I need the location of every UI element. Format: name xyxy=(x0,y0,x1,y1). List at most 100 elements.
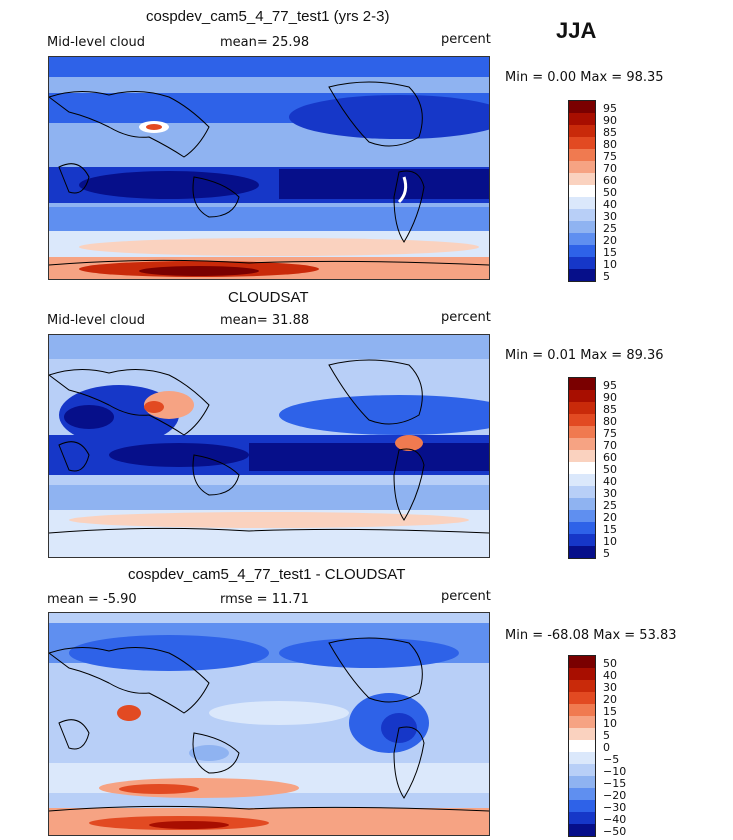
colorbar-tick: 95 xyxy=(603,379,617,392)
colorbar-swatch xyxy=(569,257,595,269)
colorbar-tick: 85 xyxy=(603,403,617,416)
colorbar-tick: 10 xyxy=(603,258,617,271)
colorbar-swatch xyxy=(569,137,595,149)
panel2-variable-label: Mid-level cloud xyxy=(47,313,146,328)
panel1-variable-label: Mid-level cloud xyxy=(47,35,146,50)
colorbar-swatch xyxy=(569,704,595,716)
panel1-title: cospdev_cam5_4_77_test1 (yrs 2-3) xyxy=(146,8,390,25)
colorbar-swatch xyxy=(569,438,595,450)
colorbar-swatch xyxy=(569,185,595,197)
colorbar-swatch xyxy=(569,233,595,245)
panel2-units-label: percent xyxy=(441,310,491,325)
colorbar-swatch xyxy=(569,450,595,462)
colorbar-swatch xyxy=(569,245,595,257)
colorbar-swatch xyxy=(569,788,595,800)
colorbar-tick: 75 xyxy=(603,150,617,163)
colorbar-tick: 60 xyxy=(603,451,617,464)
colorbar-tick: 20 xyxy=(603,234,617,247)
colorbar-swatch xyxy=(569,546,595,558)
panel2-map xyxy=(48,334,490,558)
colorbar-tick: 5 xyxy=(603,547,610,560)
colorbar-tick: 20 xyxy=(603,693,617,706)
colorbar-tick: 50 xyxy=(603,186,617,199)
colorbar-swatch xyxy=(569,752,595,764)
colorbar-swatch xyxy=(569,800,595,812)
colorbar-swatch xyxy=(569,740,595,752)
colorbar-tick: 70 xyxy=(603,162,617,175)
colorbar-tick: −15 xyxy=(603,777,627,790)
colorbar-tick: 5 xyxy=(603,729,610,742)
colorbar-swatch xyxy=(569,692,595,704)
panel2-range-label: Min = 0.01 Max = 89.36 xyxy=(505,348,664,363)
colorbar-tick: 50 xyxy=(603,463,617,476)
colorbar-tick: 10 xyxy=(603,535,617,548)
colorbar-swatch xyxy=(569,101,595,113)
colorbar-swatch xyxy=(569,812,595,824)
colorbar-tick: 30 xyxy=(603,487,617,500)
colorbar-swatch xyxy=(569,764,595,776)
season-label: JJA xyxy=(556,18,597,43)
colorbar-tick: 10 xyxy=(603,717,617,730)
panel1-map xyxy=(48,56,490,280)
colorbar-swatch xyxy=(569,498,595,510)
colorbar-swatch xyxy=(569,510,595,522)
panel3-title: cospdev_cam5_4_77_test1 - CLOUDSAT xyxy=(128,566,406,583)
colorbar-tick: 15 xyxy=(603,705,617,718)
colorbar-swatch xyxy=(569,680,595,692)
colorbar-swatch xyxy=(569,125,595,137)
panel2-colorbar xyxy=(568,377,596,559)
colorbar-tick: 80 xyxy=(603,138,617,151)
colorbar-swatch xyxy=(569,716,595,728)
colorbar-tick: 15 xyxy=(603,523,617,536)
colorbar-tick: 30 xyxy=(603,210,617,223)
colorbar-tick: 15 xyxy=(603,246,617,259)
colorbar-tick: −20 xyxy=(603,789,627,802)
colorbar-swatch xyxy=(569,776,595,788)
colorbar-tick: 40 xyxy=(603,669,617,682)
colorbar-swatch xyxy=(569,486,595,498)
colorbar-swatch xyxy=(569,656,595,668)
panel3-range-label: Min = -68.08 Max = 53.83 xyxy=(505,628,677,643)
colorbar-swatch xyxy=(569,824,595,836)
colorbar-tick: 30 xyxy=(603,681,617,694)
colorbar-tick: 70 xyxy=(603,439,617,452)
colorbar-swatch xyxy=(569,462,595,474)
colorbar-tick: 40 xyxy=(603,198,617,211)
colorbar-tick: 50 xyxy=(603,657,617,670)
colorbar-tick: 75 xyxy=(603,427,617,440)
colorbar-tick: 80 xyxy=(603,415,617,428)
panel1-units-label: percent xyxy=(441,32,491,47)
colorbar-swatch xyxy=(569,221,595,233)
panel2-mean-label: mean= 31.88 xyxy=(220,313,310,328)
colorbar-tick: −10 xyxy=(603,765,627,778)
colorbar-swatch xyxy=(569,414,595,426)
panel3-units-label: percent xyxy=(441,589,491,604)
colorbar-swatch xyxy=(569,522,595,534)
colorbar-tick: −5 xyxy=(603,753,620,766)
colorbar-tick: 90 xyxy=(603,391,617,404)
panel1-range-label: Min = 0.00 Max = 98.35 xyxy=(505,70,664,85)
panel3-map xyxy=(48,612,490,836)
colorbar-swatch xyxy=(569,149,595,161)
colorbar-tick: −40 xyxy=(603,813,627,826)
colorbar-tick: −50 xyxy=(603,825,627,838)
colorbar-swatch xyxy=(569,390,595,402)
colorbar-tick: 20 xyxy=(603,511,617,524)
colorbar-tick: −30 xyxy=(603,801,627,814)
colorbar-tick: 60 xyxy=(603,174,617,187)
colorbar-swatch xyxy=(569,534,595,546)
colorbar-swatch xyxy=(569,668,595,680)
panel1-colorbar xyxy=(568,100,596,282)
colorbar-swatch xyxy=(569,161,595,173)
colorbar-tick: 40 xyxy=(603,475,617,488)
colorbar-tick: 25 xyxy=(603,499,617,512)
colorbar-swatch xyxy=(569,269,595,281)
colorbar-tick: 90 xyxy=(603,114,617,127)
panel3-rmse-label: rmse = 11.71 xyxy=(220,592,309,607)
colorbar-swatch xyxy=(569,209,595,221)
colorbar-swatch xyxy=(569,728,595,740)
colorbar-swatch xyxy=(569,197,595,209)
panel3-colorbar xyxy=(568,655,596,837)
colorbar-tick: 85 xyxy=(603,126,617,139)
colorbar-swatch xyxy=(569,378,595,390)
